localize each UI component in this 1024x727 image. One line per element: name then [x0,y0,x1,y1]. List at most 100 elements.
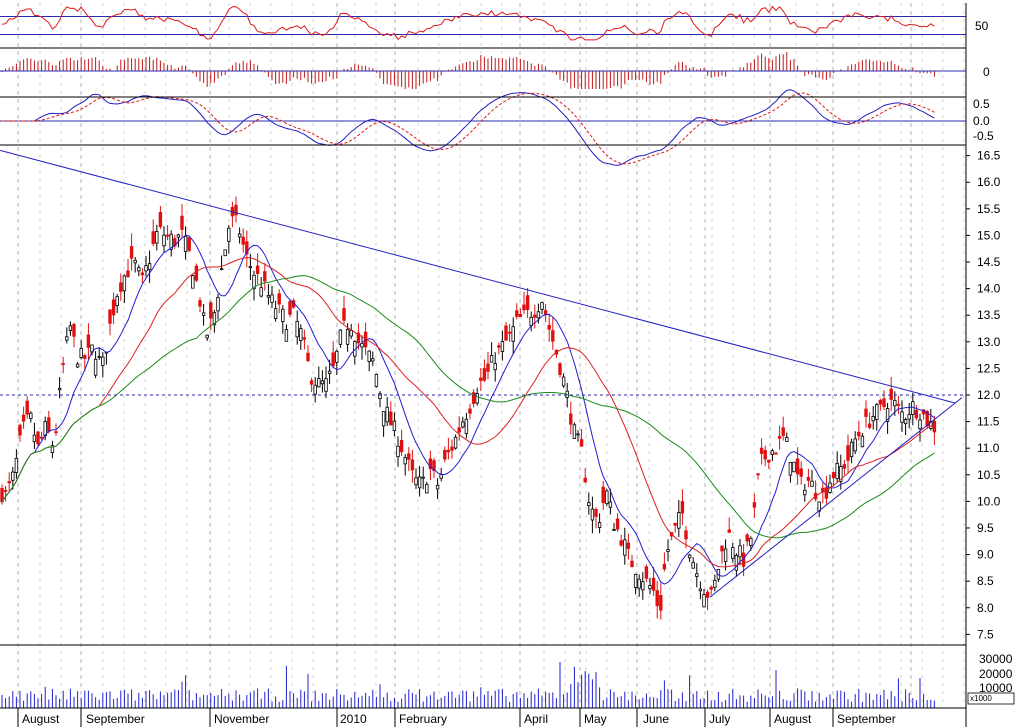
candle-body [324,378,328,392]
candle-body [489,355,494,363]
volume-tick-label: 30000 [979,652,1013,666]
candle-body [900,411,904,423]
macd-tick-label: 0.5 [973,97,990,111]
volume-unit-label: x1000 [970,694,992,703]
candle-body [795,458,800,475]
candle-body [558,363,562,375]
candle-body [925,410,929,427]
x-axis-label: November [214,712,269,726]
candle-body [738,545,742,558]
candle-body [248,266,253,269]
candle-body [169,233,173,250]
candle-body [680,501,685,514]
candle-body [702,594,706,608]
candle-body [392,420,397,431]
candle-body [547,324,551,330]
candle-body [101,356,105,366]
candle-body [183,236,188,253]
candle-body [29,412,33,419]
candle-body [399,439,404,453]
candle-body [576,433,580,436]
candle-body [515,310,519,317]
candle-body [36,431,40,445]
candle-body [129,246,134,259]
candle-body [137,267,141,272]
candle-body [133,259,137,264]
price-tick-label: 15.5 [977,202,1001,216]
candle-body [266,294,271,298]
candle-body [165,234,170,237]
candle-body [569,413,573,425]
price-tick-label: 9.5 [977,521,994,535]
candle-body [677,512,681,529]
candle-body [695,573,699,577]
candle-body [198,300,202,307]
x-axis-label: May [584,712,607,726]
candle-body [417,476,422,489]
candle-body [151,231,155,244]
candle-body [561,376,566,387]
candle-body [371,358,375,362]
candle-body [705,591,710,598]
candle-body [284,329,289,342]
candle-body [662,563,667,570]
candle-body [241,236,245,245]
candle-body [126,270,130,278]
candle-body [806,476,811,481]
price-tick-label: 16.0 [977,175,1001,189]
candle-body [479,377,483,381]
candle-body [187,237,191,251]
candle-body [846,445,850,461]
candle-body [385,406,389,423]
candle-body [432,460,436,472]
ma-mid-line [1,257,935,568]
candle-body [425,483,429,494]
candle-body [522,304,526,311]
candle-body [75,363,80,368]
candle-body [464,418,469,434]
x-axis-label: August [774,712,812,726]
candle-body [349,329,353,337]
candle-body [414,477,418,486]
candle-body [50,445,55,453]
volume-panel [1,661,935,708]
candle-body [302,337,307,340]
resistance-trendline [0,149,956,404]
candle-body [356,332,361,344]
candle-body [345,328,350,345]
candle-body [453,436,458,449]
candle-body [320,380,325,385]
candle-body [86,334,91,348]
candle-body [594,508,598,517]
candle-body [374,373,379,387]
candle-body [803,489,807,496]
candle-body [263,271,267,282]
candle-body [590,508,595,521]
candle-body [403,457,407,465]
macd-tick-label: -0.5 [973,129,994,143]
candle-body [122,275,127,292]
volume-unit-box [967,692,1015,705]
price-tick-label: 8.0 [977,601,994,615]
candle-body [914,410,919,419]
candle-body [709,586,713,590]
candle-body [579,439,584,447]
volume-tick-label: 20000 [979,667,1013,681]
candle-body [421,476,425,479]
candle-body [11,471,15,481]
candle-body [439,474,443,479]
candle-body [831,472,836,479]
candle-body [853,438,857,452]
candle-body [68,325,73,331]
price-tick-label: 12.5 [977,361,1001,375]
candle-body [871,416,875,422]
candle-body [486,363,490,372]
candle-body [461,421,465,428]
candle-body [731,547,735,559]
candle-body [47,417,51,432]
candle-body [835,462,839,480]
candle-body [313,384,317,395]
price-tick-label: 15.0 [977,228,1001,242]
candle-body [619,540,623,546]
